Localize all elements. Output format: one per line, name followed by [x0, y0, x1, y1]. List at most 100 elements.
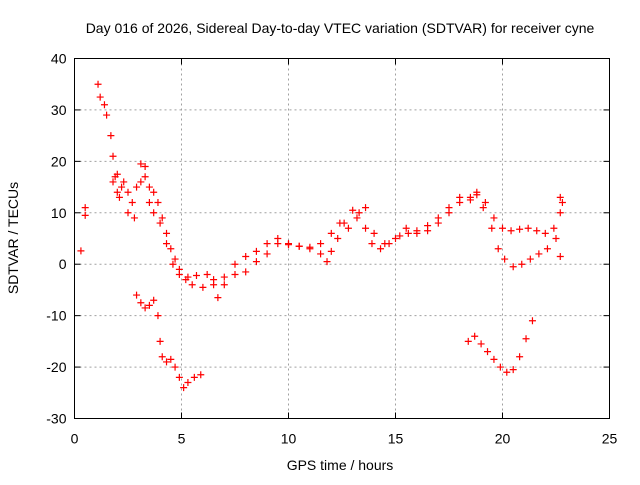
data-points — [77, 80, 566, 392]
data-point-marker — [109, 152, 117, 160]
data-point-marker — [130, 214, 138, 222]
x-tick-label: 5 — [178, 431, 186, 447]
data-point-marker — [473, 191, 481, 199]
x-tick-label: 0 — [71, 431, 79, 447]
data-point-marker — [103, 111, 111, 119]
data-point-marker — [556, 193, 564, 201]
data-point-marker — [516, 353, 524, 361]
data-point-marker — [541, 229, 549, 237]
data-point-marker — [503, 368, 511, 376]
data-point-marker — [496, 363, 504, 371]
data-point-marker — [81, 211, 89, 219]
data-point-marker — [252, 258, 260, 266]
data-point-marker — [377, 245, 385, 253]
data-point-marker — [368, 240, 376, 248]
data-point-marker — [353, 214, 361, 222]
data-point-marker — [167, 355, 175, 363]
x-tick-label: 25 — [602, 431, 618, 447]
data-point-marker — [509, 263, 517, 271]
data-point-marker — [133, 291, 141, 299]
data-point-marker — [402, 224, 410, 232]
data-point-marker — [156, 337, 164, 345]
data-point-marker — [94, 80, 102, 88]
data-point-marker — [344, 224, 352, 232]
data-point-marker — [336, 219, 344, 227]
data-point-marker — [263, 240, 271, 248]
data-point-marker — [81, 204, 89, 212]
y-tick-label: -20 — [46, 359, 66, 375]
data-point-marker — [158, 214, 166, 222]
data-point-marker — [349, 206, 357, 214]
data-point-marker — [113, 188, 121, 196]
y-axis-label: SDTVAR / TECUs — [5, 182, 21, 294]
data-point-marker — [171, 255, 179, 263]
data-point-marker — [516, 225, 524, 233]
data-point-marker — [113, 170, 121, 178]
data-point-marker — [184, 273, 192, 281]
data-point-marker — [263, 250, 271, 258]
data-point-marker — [362, 204, 370, 212]
data-point-marker — [392, 235, 399, 242]
x-tick-label: 20 — [495, 431, 511, 447]
data-point-marker — [77, 247, 85, 255]
chart-title: Day 016 of 2026, Sidereal Day-to-day VTE… — [86, 20, 595, 36]
data-point-marker — [141, 304, 149, 312]
data-point-marker — [141, 163, 149, 170]
data-point-marker — [150, 296, 158, 304]
data-point-marker — [214, 294, 222, 302]
y-tick-label: 0 — [59, 256, 67, 272]
data-point-marker — [434, 214, 442, 222]
data-point-marker — [163, 229, 171, 237]
data-point-marker — [518, 260, 526, 268]
data-point-marker — [128, 199, 136, 206]
data-point-marker — [556, 209, 564, 217]
data-point-marker — [154, 199, 162, 206]
data-point-marker — [145, 199, 153, 206]
x-axis-label: GPS time / hours — [287, 457, 394, 473]
data-point-marker — [137, 299, 145, 307]
data-point-marker — [464, 337, 472, 345]
data-point-marker — [323, 258, 331, 266]
data-point-marker — [118, 183, 126, 191]
y-tick-label: 30 — [51, 102, 67, 118]
data-point-marker — [231, 271, 239, 278]
data-point-marker — [404, 229, 412, 237]
data-point-marker — [192, 272, 200, 280]
data-point-marker — [180, 384, 188, 392]
data-point-marker — [507, 227, 515, 235]
data-point-marker — [306, 245, 314, 253]
data-point-marker — [362, 224, 370, 232]
y-tick-label: -30 — [46, 411, 66, 427]
data-point-marker — [231, 260, 239, 268]
data-point-marker — [490, 355, 498, 363]
data-point-marker — [96, 93, 104, 101]
data-point-marker — [150, 209, 158, 217]
data-point-marker — [552, 235, 560, 242]
data-point-marker — [150, 188, 158, 196]
data-point-marker — [120, 178, 128, 186]
data-point-marker — [327, 247, 335, 255]
data-point-marker — [190, 373, 198, 381]
data-point-marker — [107, 132, 115, 140]
y-tick-label: 40 — [51, 51, 67, 67]
data-point-marker — [543, 245, 551, 253]
data-point-marker — [550, 224, 558, 232]
data-point-marker — [100, 101, 108, 109]
data-point-marker — [526, 255, 534, 263]
data-point-marker — [163, 240, 171, 248]
y-tick-label: -10 — [46, 308, 66, 324]
data-point-marker — [488, 224, 496, 232]
data-point-marker — [445, 204, 453, 212]
data-point-marker — [133, 183, 141, 191]
data-point-marker — [471, 332, 479, 340]
data-point-marker — [137, 178, 145, 186]
data-point-marker — [355, 209, 363, 217]
data-point-marker — [197, 371, 205, 379]
data-point-marker — [295, 242, 303, 250]
data-point-marker — [124, 188, 132, 196]
data-point-marker — [381, 240, 389, 248]
data-point-marker — [334, 235, 342, 242]
data-point-marker — [199, 283, 207, 291]
data-point-marker — [499, 224, 506, 232]
